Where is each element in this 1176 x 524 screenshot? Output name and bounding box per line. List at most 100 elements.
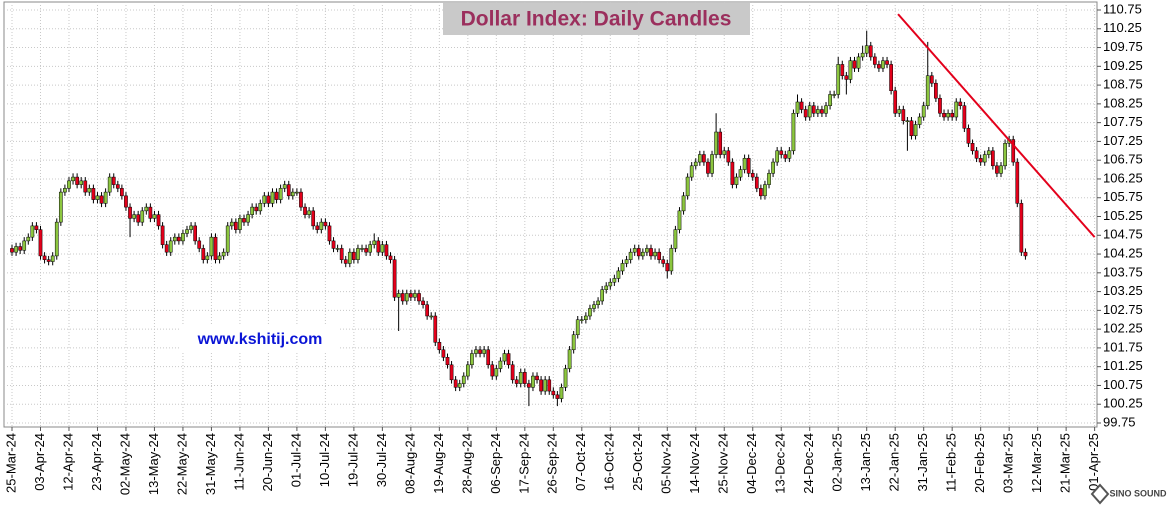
candle-body bbox=[490, 364, 495, 377]
y-tick-label: 108.75 bbox=[1103, 77, 1143, 92]
candle-body bbox=[413, 293, 417, 298]
candle-body bbox=[494, 368, 499, 377]
candle-body bbox=[600, 289, 604, 302]
candle-body bbox=[22, 240, 27, 251]
candle-body bbox=[209, 236, 214, 257]
candle-body bbox=[795, 101, 800, 114]
grid: 99.75 100.25 100.75 101.25 101.75 102.25 102.7… bbox=[3, 1, 1142, 495]
plot-frame bbox=[3, 1, 1098, 428]
candle-body bbox=[885, 60, 889, 65]
candle-body bbox=[234, 221, 238, 230]
x-tick-label: 20-Feb-25 bbox=[972, 433, 987, 493]
candle-body bbox=[164, 244, 169, 253]
candle-body bbox=[860, 52, 865, 58]
candle-body bbox=[1003, 143, 1007, 167]
candle-body bbox=[661, 259, 666, 264]
candle-body bbox=[42, 255, 47, 260]
candle-body bbox=[535, 375, 539, 381]
candle-body bbox=[872, 56, 877, 65]
candle-body bbox=[474, 349, 478, 354]
x-tick-label: 16-Oct-24 bbox=[602, 433, 617, 491]
candle-body bbox=[824, 105, 828, 114]
candle-body bbox=[376, 240, 381, 253]
candle-body bbox=[746, 158, 751, 174]
candle-body bbox=[506, 353, 511, 366]
candle-body bbox=[706, 161, 710, 174]
candle-body bbox=[754, 176, 759, 189]
y-tick-label: 105.75 bbox=[1103, 189, 1143, 204]
watermark: www.kshitij.com bbox=[197, 331, 323, 348]
candle-body bbox=[299, 191, 303, 208]
x-tick-label: 08-Aug-24 bbox=[402, 433, 417, 494]
candle-body bbox=[991, 150, 995, 167]
x-tick-label: 26-Sep-24 bbox=[545, 433, 560, 494]
candle-body bbox=[982, 154, 987, 163]
x-tick-label: 13-Jan-25 bbox=[858, 433, 873, 492]
x-tick-label: 31-Jan-25 bbox=[915, 433, 930, 492]
candle-body bbox=[290, 191, 295, 197]
candle-body bbox=[608, 281, 613, 287]
candle-body bbox=[767, 173, 771, 185]
x-tick-label: 01-Jul-24 bbox=[288, 433, 303, 487]
y-tick-label: 103.75 bbox=[1103, 264, 1143, 279]
x-tick-label: 17-Sep-24 bbox=[516, 433, 531, 494]
candle-body bbox=[54, 221, 59, 257]
candle-body bbox=[335, 248, 340, 250]
candle-body bbox=[331, 240, 336, 249]
candle-body bbox=[242, 218, 246, 223]
candle-body bbox=[571, 334, 576, 351]
candle-body bbox=[185, 229, 189, 234]
x-tick-label: 25-Oct-24 bbox=[630, 433, 645, 491]
candle-body bbox=[63, 188, 67, 193]
candle-body bbox=[828, 94, 832, 106]
candle-body bbox=[531, 375, 535, 388]
candle-body bbox=[380, 244, 385, 253]
x-tick-label: 31-May-24 bbox=[203, 433, 218, 495]
candle-body bbox=[392, 259, 397, 298]
candle-body bbox=[551, 390, 556, 396]
candle-body bbox=[718, 131, 723, 155]
y-tick-label: 110.25 bbox=[1103, 20, 1142, 35]
candle-body bbox=[421, 300, 425, 305]
candle-body bbox=[425, 304, 429, 317]
candle-body bbox=[710, 154, 714, 174]
y-tick-label: 102.75 bbox=[1103, 302, 1143, 317]
candle-body bbox=[657, 251, 661, 260]
candle-body bbox=[124, 195, 128, 208]
x-tick-label: 24-Dec-24 bbox=[801, 433, 816, 494]
candle-body bbox=[604, 285, 609, 290]
watermark-box bbox=[180, 326, 340, 352]
candle-body bbox=[909, 120, 914, 137]
x-tick-label: 06-Sep-24 bbox=[488, 433, 503, 494]
candle-body bbox=[295, 191, 299, 194]
candle-body bbox=[152, 214, 157, 219]
candle-body bbox=[811, 105, 816, 114]
x-tick-label: 13-May-24 bbox=[146, 433, 161, 495]
candle-body bbox=[612, 278, 617, 283]
candle-body bbox=[938, 97, 942, 114]
candle-body bbox=[685, 176, 690, 197]
candle-body bbox=[270, 191, 275, 204]
candle-body bbox=[368, 244, 373, 253]
candle-body bbox=[258, 203, 263, 212]
candle-body bbox=[409, 293, 413, 298]
x-tick-label: 28-Aug-24 bbox=[459, 433, 474, 494]
candle-body bbox=[120, 188, 124, 197]
candle-body bbox=[111, 176, 116, 185]
candle-body bbox=[624, 259, 629, 264]
candle-body bbox=[913, 124, 918, 137]
x-tick-label: 12-Apr-24 bbox=[60, 433, 75, 491]
candle-body bbox=[527, 383, 531, 388]
candle-body bbox=[958, 101, 963, 106]
candle-body bbox=[763, 184, 767, 197]
candle-body bbox=[26, 236, 31, 242]
candle-body bbox=[978, 158, 983, 163]
candle-body bbox=[352, 251, 356, 260]
candle-body bbox=[160, 225, 165, 245]
candle-body bbox=[205, 255, 210, 260]
candle-body bbox=[722, 150, 727, 155]
candle-body bbox=[575, 319, 580, 336]
candle-body bbox=[689, 165, 694, 178]
candle-body bbox=[974, 150, 979, 159]
